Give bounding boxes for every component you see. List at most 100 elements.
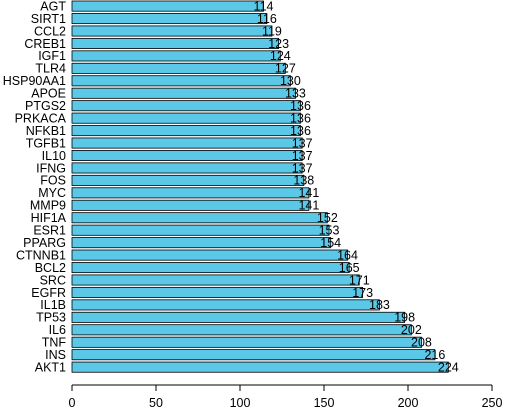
value-label: 164 (337, 248, 358, 262)
bar-ins (71, 349, 436, 361)
x-tick-label: 150 (314, 396, 335, 410)
category-label: IGF1 (38, 49, 66, 63)
bar-ifng (71, 162, 303, 174)
value-label: 127 (275, 62, 296, 76)
value-label: 141 (298, 186, 319, 200)
value-label: 116 (257, 12, 277, 26)
value-label: 137 (292, 136, 313, 150)
value-label: 153 (319, 224, 340, 238)
category-label: MMP9 (30, 199, 66, 213)
value-label: 154 (320, 236, 341, 250)
value-label: 138 (293, 174, 314, 188)
category-label: SIRT1 (31, 12, 66, 26)
value-label: 208 (411, 336, 432, 350)
bar-fos (71, 174, 305, 186)
bar-il1b (71, 299, 380, 311)
bar-myc (71, 187, 310, 199)
x-tick-label: 0 (69, 396, 76, 410)
bar-hif1a (71, 212, 328, 224)
value-label: 137 (292, 149, 313, 163)
value-label: 216 (424, 348, 445, 362)
category-label: TLR4 (35, 62, 66, 76)
category-label: CREB1 (24, 37, 66, 51)
x-tick-label: 200 (398, 396, 419, 410)
bar-igf1 (71, 50, 281, 62)
category-label: TNF (42, 336, 67, 350)
value-label: 130 (280, 74, 301, 88)
category-label: IL6 (49, 323, 66, 337)
category-label: PRKACA (15, 111, 67, 125)
category-label: CCL2 (34, 24, 66, 38)
bar-apoe (71, 87, 296, 99)
bar-mmp9 (71, 199, 310, 211)
value-label: 152 (317, 211, 338, 225)
bar-pparg (71, 237, 332, 249)
category-label: ESR1 (33, 224, 66, 238)
value-label: 136 (290, 124, 311, 138)
bar-prkaca (71, 112, 301, 124)
category-label: APOE (31, 87, 66, 101)
value-label: 136 (290, 111, 311, 125)
category-label: MYC (38, 186, 66, 200)
bar-akt1 (71, 361, 449, 373)
category-label: INS (45, 348, 66, 362)
bar-tnf (71, 336, 422, 348)
bar-egfr (71, 286, 364, 298)
category-label: EGFR (31, 286, 66, 300)
bar-agt (71, 0, 264, 12)
category-label: SRC (40, 273, 66, 287)
value-label: 198 (394, 311, 415, 325)
bar-tp53 (71, 311, 406, 323)
value-label: 224 (438, 360, 459, 374)
category-label: TP53 (36, 311, 66, 325)
x-tick-label: 50 (149, 396, 163, 410)
bar-hsp90aa1 (71, 75, 291, 87)
category-label: FOS (40, 174, 66, 188)
value-labels: 1141161191231241271301331361361361371371… (254, 0, 459, 374)
bar-creb1 (71, 37, 280, 49)
bar-il10 (71, 149, 303, 161)
x-tick-label: 100 (230, 396, 251, 410)
value-label: 123 (268, 37, 289, 51)
value-label: 133 (285, 87, 306, 101)
category-label: IL1B (40, 298, 66, 312)
value-label: 124 (270, 49, 291, 63)
value-label: 137 (292, 161, 313, 175)
category-label: CTNNB1 (16, 248, 66, 262)
category-label: IL10 (42, 149, 66, 163)
x-axis: 0 50 100 150 200 250 (69, 384, 503, 410)
category-label: BCL2 (35, 261, 66, 275)
value-label: 119 (262, 24, 282, 38)
bar-sirt1 (71, 13, 268, 25)
bar-tlr4 (71, 62, 286, 74)
category-label: AGT (40, 0, 66, 13)
value-label: 114 (254, 0, 274, 13)
category-label: AKT1 (35, 360, 66, 374)
bars-group (71, 0, 449, 373)
bar-esr1 (71, 224, 330, 236)
value-label: 202 (401, 323, 422, 337)
value-label: 141 (298, 199, 319, 213)
value-label: 183 (369, 298, 390, 312)
category-label: PTGS2 (25, 99, 66, 113)
category-label: PPARG (23, 236, 66, 250)
bar-il6 (71, 324, 412, 336)
bar-nfkb1 (71, 125, 301, 137)
bar-ctnnb1 (71, 249, 348, 261)
x-tick-label: 250 (482, 396, 503, 410)
category-label: IFNG (36, 161, 66, 175)
bar-ptgs2 (71, 100, 301, 112)
category-label: HSP90AA1 (3, 74, 66, 88)
bar-tgfb1 (71, 137, 303, 149)
bar-src (71, 274, 360, 286)
value-label: 171 (349, 273, 370, 287)
bar-ccl2 (71, 25, 273, 37)
value-label: 173 (352, 286, 373, 300)
value-label: 165 (339, 261, 360, 275)
category-label: NFKB1 (26, 124, 66, 138)
category-labels: AGTSIRT1CCL2CREB1IGF1TLR4HSP90AA1APOEPTG… (3, 0, 67, 374)
category-label: HIF1A (31, 211, 67, 225)
category-label: TGFB1 (26, 136, 66, 150)
bar-bcl2 (71, 262, 350, 274)
